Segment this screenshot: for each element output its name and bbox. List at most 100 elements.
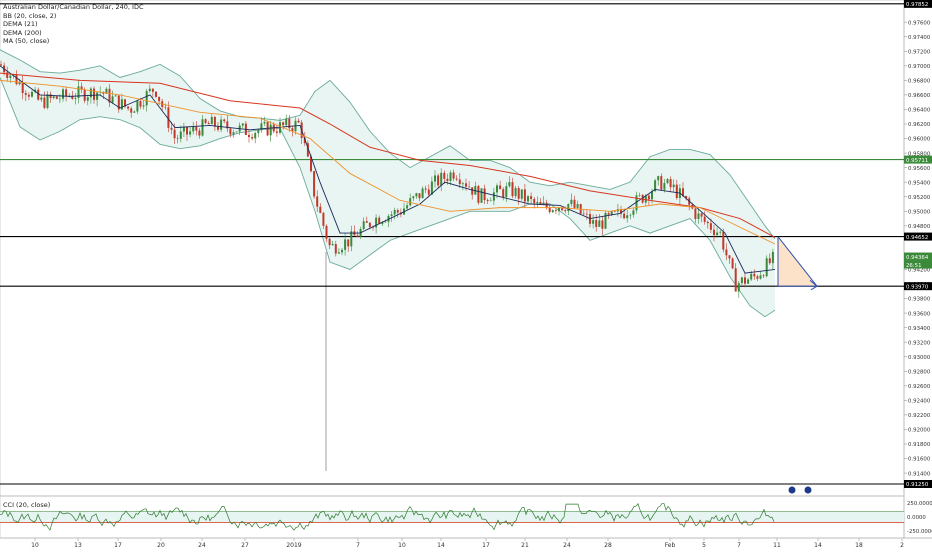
- candle-body: [672, 184, 675, 188]
- candle: [263, 116, 266, 127]
- candle-body: [437, 175, 440, 186]
- candle-body: [564, 210, 567, 212]
- candle-body: [604, 212, 607, 229]
- candle-body: [86, 97, 89, 101]
- candle: [697, 208, 700, 224]
- candle: [511, 177, 514, 199]
- legend-item-ma50: MA (50, close): [3, 37, 50, 46]
- candle-body: [585, 213, 588, 215]
- candle: [114, 94, 117, 97]
- x-tick-label: 13: [74, 542, 82, 549]
- candle: [592, 214, 595, 229]
- candle: [461, 181, 464, 191]
- candle-body: [709, 223, 712, 230]
- candle: [207, 120, 210, 125]
- candle-body: [468, 186, 471, 188]
- candle-body: [508, 182, 511, 187]
- candle: [365, 216, 368, 223]
- candle-body: [744, 277, 746, 284]
- candle: [570, 193, 573, 207]
- candle-body: [663, 183, 666, 190]
- candle-body: [310, 156, 312, 172]
- x-tick-label: 28: [604, 542, 612, 549]
- candle: [226, 115, 229, 133]
- candle-body: [313, 171, 316, 197]
- candle-body: [210, 116, 213, 125]
- candle-body: [517, 188, 520, 199]
- candle: [220, 115, 223, 133]
- candle: [362, 217, 365, 230]
- candle-body: [514, 188, 517, 197]
- candle-body: [542, 202, 545, 205]
- level-badge: [904, 480, 932, 488]
- candle-body: [229, 128, 232, 135]
- candle-body: [489, 200, 492, 202]
- candle: [43, 91, 46, 110]
- candle-body: [424, 188, 427, 190]
- candle: [282, 121, 285, 130]
- candle: [167, 101, 170, 133]
- candle-body: [651, 191, 653, 200]
- candle: [124, 98, 126, 109]
- candle: [632, 208, 635, 218]
- level-badge-label: 0.93970: [906, 284, 929, 290]
- y-tick-label: 0.92000: [908, 428, 931, 434]
- candle-body: [328, 238, 331, 246]
- candle-body: [434, 175, 436, 182]
- candle: [449, 170, 452, 186]
- candle-body: [558, 207, 560, 212]
- candle: [325, 224, 328, 243]
- candle: [285, 114, 288, 128]
- candle-body: [675, 184, 678, 198]
- candle-body: [548, 207, 551, 213]
- candle-body: [198, 130, 201, 136]
- candle-body: [706, 221, 709, 224]
- x-tick-label: 11: [773, 542, 781, 549]
- candle-body: [629, 214, 632, 216]
- candle: [548, 204, 551, 214]
- candle: [257, 128, 260, 138]
- y-tick-label: 0.93200: [908, 340, 931, 346]
- candle-body: [427, 189, 430, 195]
- candle: [356, 231, 359, 238]
- candle: [486, 198, 489, 205]
- candle-body: [49, 94, 52, 98]
- y-tick-label: 0.96000: [908, 137, 931, 143]
- candle: [542, 196, 545, 206]
- candle-body: [722, 231, 725, 250]
- bollinger-fill: [0, 49, 775, 317]
- candle: [551, 209, 554, 214]
- candle: [151, 88, 154, 98]
- candle: [136, 100, 139, 115]
- candle: [319, 203, 322, 214]
- candle-body: [520, 189, 523, 199]
- candle: [582, 209, 585, 216]
- candle: [539, 198, 542, 205]
- candle-body: [595, 220, 598, 227]
- candle-body: [356, 235, 359, 237]
- candle: [24, 90, 27, 102]
- candle-body: [285, 118, 288, 126]
- candle-body: [251, 137, 254, 139]
- candle-body: [37, 89, 40, 100]
- candle: [759, 271, 762, 280]
- candle-body: [613, 211, 616, 212]
- x-tick-label: 7: [737, 542, 741, 549]
- candle: [753, 269, 756, 280]
- candle: [554, 208, 557, 215]
- candle-body: [759, 275, 762, 279]
- dema-fast-line: [0, 65, 776, 274]
- candle-body: [21, 81, 24, 94]
- x-tick-label: 27: [241, 542, 249, 549]
- candle-body: [158, 96, 161, 102]
- candle-body: [607, 212, 610, 215]
- candle: [133, 110, 136, 113]
- y-tick-label: 0.96600: [908, 93, 931, 99]
- candle: [46, 91, 49, 110]
- candle: [713, 224, 715, 242]
- candle-body: [155, 91, 157, 97]
- candle-body: [139, 101, 142, 107]
- oscillator-tick-label: 0.0000: [907, 515, 926, 521]
